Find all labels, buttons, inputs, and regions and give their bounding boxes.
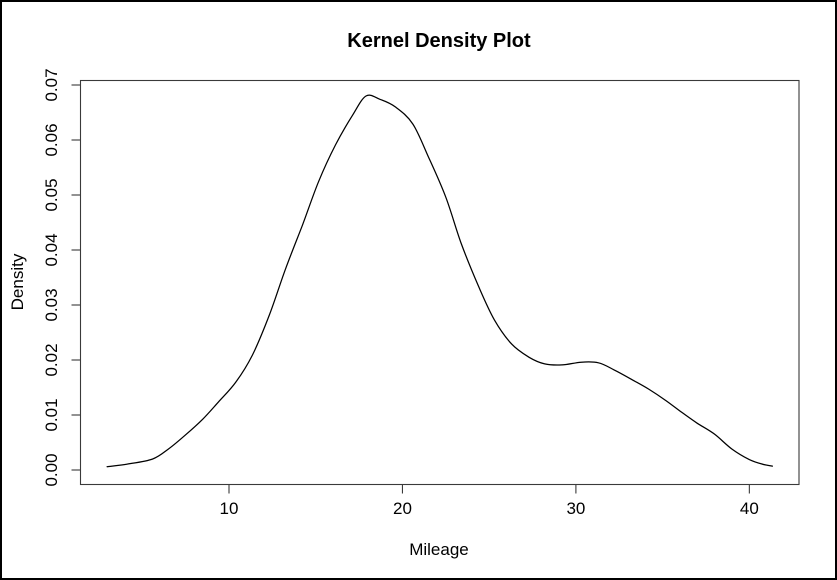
plot-box [79,79,800,486]
y-tick-label: 0.07 [42,68,61,101]
y-axis-ticks: 0.00 0.01 0.02 0.03 0.04 0.05 0.06 0.07 [42,68,81,487]
y-tick-label: 0.05 [42,178,61,211]
y-tick-label: 0.04 [42,233,61,266]
y-tick-label: 0.06 [42,123,61,156]
x-axis-title: Mileage [409,540,469,559]
y-axis-title: Density [8,253,27,310]
y-tick-label: 0.02 [42,343,61,376]
x-tick-label: 20 [393,499,412,518]
x-tick-label: 10 [220,499,239,518]
y-tick-label: 0.00 [42,453,61,486]
density-curve [106,94,774,468]
y-tick-label: 0.03 [42,288,61,321]
y-tick-label: 0.01 [42,398,61,431]
x-tick-label: 40 [740,499,759,518]
x-axis-ticks: 10 20 30 40 [220,484,759,518]
x-tick-label: 30 [566,499,585,518]
chart-title: Kernel Density Plot [347,30,531,52]
